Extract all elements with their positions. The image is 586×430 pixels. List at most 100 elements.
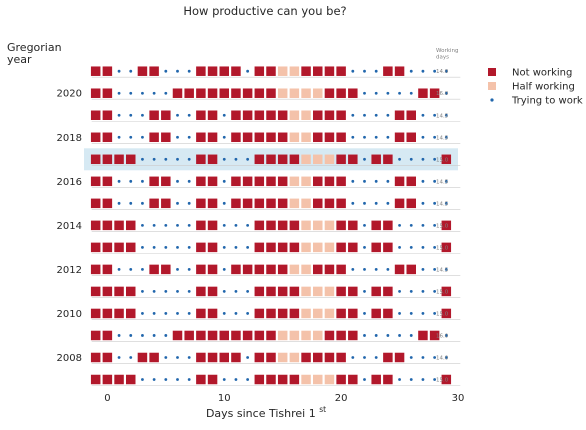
trying-to-work-marker (234, 290, 238, 293)
not-working-marker (207, 242, 218, 253)
half-working-marker (313, 154, 323, 165)
half-working-marker (324, 154, 335, 165)
trying-to-work-marker (433, 69, 437, 73)
not-working-marker (266, 308, 276, 319)
trying-to-work-marker (141, 91, 144, 95)
not-working-marker (254, 88, 265, 98)
working-days-labels: 14.0 16.0 14.5 14.5 15.0 14.5 14.5 15.0 15.0 14.5… (436, 69, 449, 383)
trying-to-work-marker (444, 201, 448, 205)
trying-to-work-marker (433, 179, 437, 183)
trying-to-work-marker (444, 113, 448, 117)
half-working-marker (301, 176, 311, 187)
half-working-marker (324, 220, 335, 231)
half-working-marker (313, 242, 323, 253)
trying-to-work-marker (409, 378, 413, 381)
not-working-marker (254, 198, 265, 209)
trying-to-work-marker (129, 91, 133, 95)
trying-to-work-marker (164, 378, 168, 381)
not-working-marker (102, 286, 113, 297)
not-working-marker (90, 308, 101, 319)
not-working-marker (102, 374, 113, 385)
not-working-marker (102, 110, 113, 121)
not-working-marker (102, 154, 113, 165)
not-working-marker (102, 66, 113, 76)
trying-to-work-marker (117, 334, 121, 337)
trying-to-work-marker (351, 135, 355, 139)
not-working-marker (324, 264, 335, 275)
trying-to-work-marker (129, 135, 133, 139)
not-working-marker (242, 264, 253, 275)
half-working-marker (301, 330, 311, 341)
trying-to-work-marker (164, 356, 168, 359)
not-working-marker (102, 242, 113, 253)
not-working-marker (441, 220, 452, 231)
not-working-marker (207, 132, 218, 143)
not-working-marker (184, 88, 194, 98)
trying-to-work-marker (398, 290, 401, 293)
not-working-marker (90, 110, 101, 121)
trying-to-work-marker (444, 135, 448, 139)
working-days-value: 14.5 (436, 201, 449, 207)
trying-to-work-marker (433, 113, 437, 117)
not-working-marker (289, 286, 300, 297)
not-working-marker (149, 198, 159, 209)
trying-to-work-marker (176, 223, 179, 227)
trying-to-work-marker (246, 312, 250, 315)
not-working-marker (231, 264, 241, 275)
trying-to-work-marker (176, 290, 179, 293)
not-working-marker (406, 132, 416, 143)
trying-to-work-marker (444, 91, 448, 95)
trying-to-work-marker (398, 245, 401, 249)
not-working-marker (90, 66, 101, 76)
trying-to-work-marker (363, 91, 366, 95)
half-working-marker (313, 374, 323, 385)
working-days-header: Working days (436, 48, 458, 61)
trying-to-work-marker (222, 312, 226, 315)
trying-to-work-marker (187, 179, 191, 183)
not-working-marker (242, 132, 253, 143)
not-working-marker (277, 242, 288, 253)
trying-to-work-marker (409, 334, 413, 337)
half-working-marker (301, 110, 311, 121)
trying-to-work-marker (176, 157, 179, 161)
trying-to-work-marker (374, 91, 378, 95)
not-working-marker (219, 88, 229, 98)
not-working-marker (161, 198, 171, 209)
trying-to-work-marker (152, 378, 156, 381)
trying-to-work-marker (164, 312, 168, 315)
legend[interactable]: Not working Half working Trying to work (488, 68, 583, 107)
trying-to-work-marker (386, 135, 390, 139)
not-working-marker (254, 110, 265, 121)
not-working-marker (254, 330, 265, 341)
legend-marker (488, 82, 496, 90)
not-working-marker (231, 110, 241, 121)
half-working-marker (289, 66, 300, 76)
not-working-marker (348, 88, 358, 98)
half-working-marker (277, 88, 288, 98)
not-working-marker (126, 242, 136, 253)
not-working-marker (149, 176, 159, 187)
half-working-marker (313, 220, 323, 231)
not-working-marker (336, 374, 346, 385)
trying-to-work-marker (187, 157, 191, 161)
not-working-marker (137, 352, 148, 363)
not-working-marker (348, 220, 358, 231)
trying-to-work-marker (222, 135, 226, 139)
not-working-marker (90, 198, 101, 209)
trying-to-work-marker (351, 356, 355, 359)
not-working-marker (348, 308, 358, 319)
working-days-value: 15.0 (436, 245, 449, 251)
not-working-marker (207, 374, 218, 385)
trying-to-work-marker (176, 69, 179, 73)
half-working-marker (324, 286, 335, 297)
not-working-marker (348, 154, 358, 165)
not-working-marker (324, 88, 335, 98)
not-working-marker (114, 154, 124, 165)
trying-to-work-marker (398, 91, 401, 95)
axes: How productive can you be? Gregorian year W… (7, 4, 464, 420)
trying-to-work-marker (164, 223, 168, 227)
y-axis-label: Gregorian year (7, 41, 62, 66)
working-days-value: 14.5 (436, 267, 449, 273)
trying-to-work-marker (129, 179, 133, 183)
trying-to-work-marker (152, 290, 156, 293)
